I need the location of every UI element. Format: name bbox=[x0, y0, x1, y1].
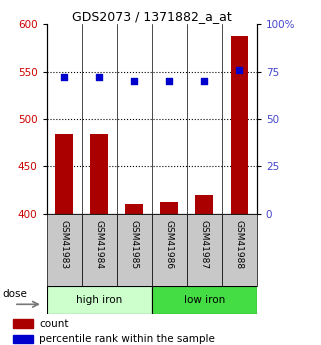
Point bbox=[97, 75, 102, 80]
Text: GSM41985: GSM41985 bbox=[130, 220, 139, 269]
Text: GSM41983: GSM41983 bbox=[60, 220, 69, 269]
Point bbox=[237, 67, 242, 72]
Point bbox=[132, 78, 137, 84]
Point bbox=[202, 78, 207, 84]
Bar bbox=[90, 134, 108, 214]
Text: GSM41988: GSM41988 bbox=[235, 220, 244, 269]
Text: GSM41987: GSM41987 bbox=[200, 220, 209, 269]
Bar bbox=[152, 286, 257, 314]
Text: count: count bbox=[39, 318, 69, 328]
Text: low iron: low iron bbox=[184, 295, 225, 305]
Bar bbox=[195, 195, 213, 214]
Point bbox=[167, 78, 172, 84]
Bar bbox=[13, 319, 33, 328]
Bar bbox=[152, 214, 187, 286]
Text: GSM41986: GSM41986 bbox=[165, 220, 174, 269]
Text: GSM41984: GSM41984 bbox=[95, 220, 104, 269]
Bar bbox=[82, 214, 117, 286]
Point bbox=[62, 75, 67, 80]
Bar bbox=[160, 201, 178, 214]
Bar bbox=[55, 134, 73, 214]
Bar bbox=[47, 286, 152, 314]
Text: high iron: high iron bbox=[76, 295, 122, 305]
Bar bbox=[230, 37, 248, 214]
Title: GDS2073 / 1371882_a_at: GDS2073 / 1371882_a_at bbox=[72, 10, 231, 23]
Bar bbox=[13, 335, 33, 344]
Bar bbox=[222, 214, 257, 286]
Bar bbox=[47, 214, 82, 286]
Bar bbox=[126, 204, 143, 214]
Text: percentile rank within the sample: percentile rank within the sample bbox=[39, 334, 215, 344]
Bar bbox=[187, 214, 222, 286]
Bar bbox=[117, 214, 152, 286]
Text: dose: dose bbox=[2, 289, 27, 299]
